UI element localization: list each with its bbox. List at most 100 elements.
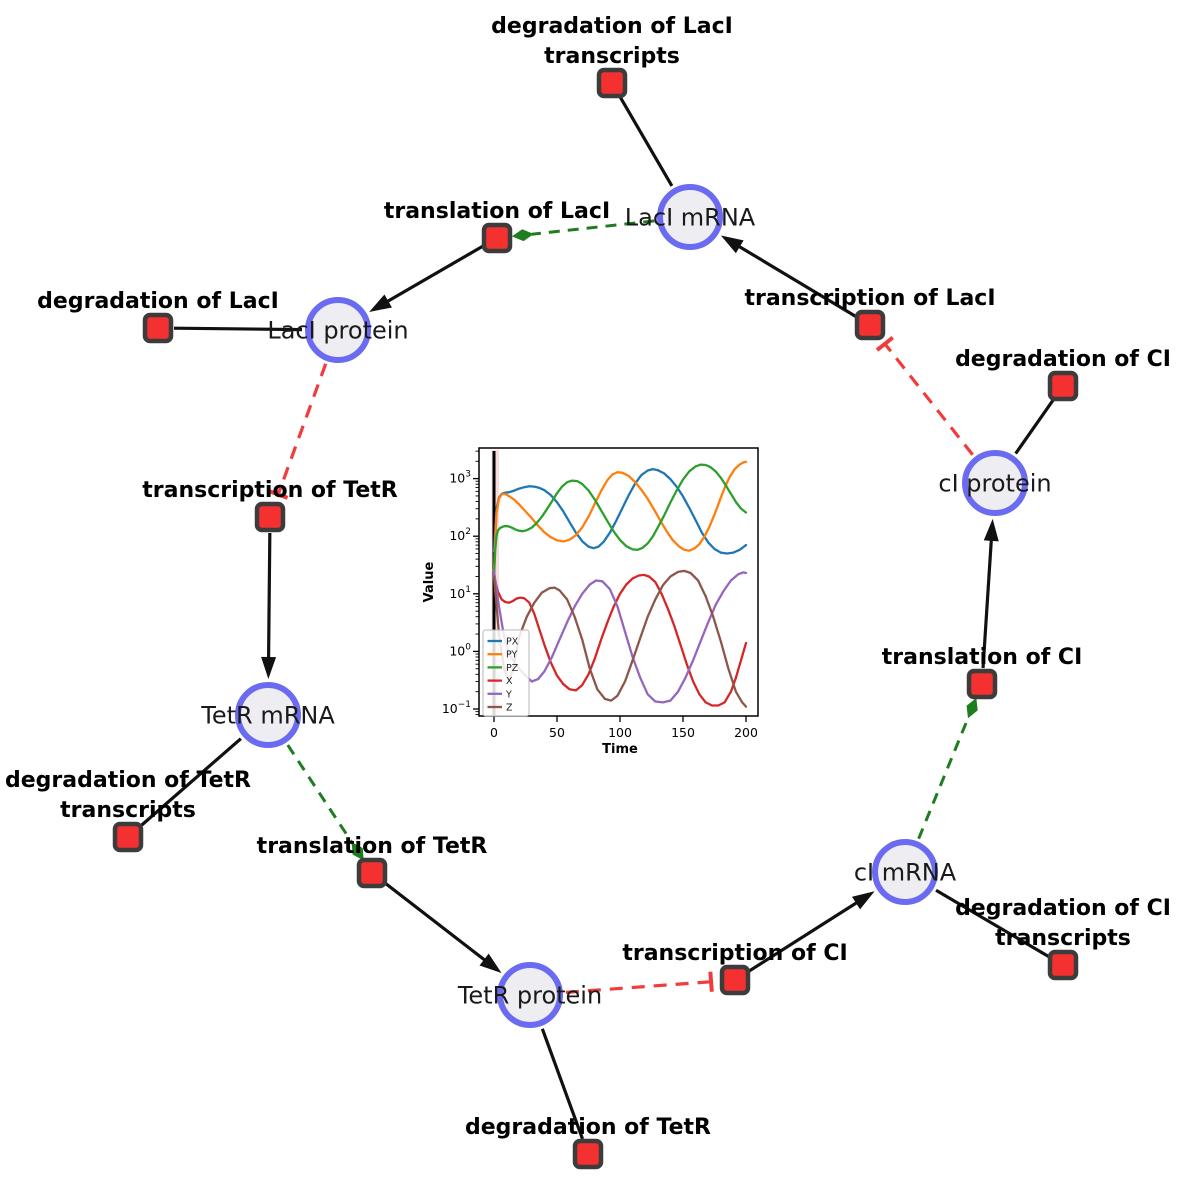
y-tick-label: 100 <box>449 642 471 658</box>
edge-modifier-laci_mrna-to-transl_laci <box>511 219 655 242</box>
edge-product-transl_laci-to-laci_prot <box>369 244 484 312</box>
edge-reactant-tetr_mrna-to-deg_tetr_tx <box>139 737 242 828</box>
reaction-node-transl_laci[interactable] <box>481 222 513 254</box>
species-label-tetr_prot: TetR protein <box>457 982 602 1010</box>
y-tick-label: 102 <box>449 527 471 543</box>
nodes-layer <box>112 67 1079 1170</box>
edge-product-tr_tetr-to-tetr_mrna <box>261 532 277 680</box>
legend-label-Z: Z <box>506 703 513 714</box>
reaction-label-tr_ci-line0: transcription of CI <box>622 941 847 966</box>
arrowhead-icon <box>261 656 277 680</box>
legend-label-PY: PY <box>506 650 518 661</box>
reaction-label-deg_laci-line0: degradation of LacI <box>37 289 279 314</box>
arrowhead-icon <box>720 235 744 254</box>
species-label-laci_prot: LacI protein <box>267 317 408 345</box>
edge-modifier-tetr_mrna-to-transl_tetr <box>286 744 364 861</box>
edge-inhibitor-tetr_prot-to-tr_ci <box>565 971 714 994</box>
species-label-ci_prot: cI protein <box>938 470 1051 498</box>
modifier-arrowhead-icon <box>511 229 534 242</box>
reaction-label-transl_laci-line0: translation of LacI <box>384 199 610 224</box>
reaction-node-deg_tetr[interactable] <box>572 1138 604 1170</box>
species-node-ci_mrna[interactable] <box>872 839 938 905</box>
x-tick-label: 0 <box>490 725 498 740</box>
series-X-curve <box>492 573 748 707</box>
reaction-label-deg_tetr_tx-line1: transcripts <box>60 798 196 823</box>
reaction-node-deg_tetr_tx[interactable] <box>112 821 144 853</box>
edge-reactant-ci_prot-to-deg_ci <box>1014 398 1056 455</box>
series-PY-curve <box>492 460 748 573</box>
reaction-node-transl_ci[interactable] <box>966 668 998 700</box>
modifier-arrowhead-icon <box>966 697 978 719</box>
arrowhead-icon <box>479 953 502 973</box>
legend-label-PX: PX <box>506 637 519 648</box>
reaction-label-transl_ci-line0: translation of CI <box>882 645 1083 670</box>
reaction-label-deg_ci_tx-line1: transcripts <box>995 926 1131 951</box>
reaction-label-transl_tetr-line0: translation of TetR <box>257 834 488 859</box>
edge-reactant-laci_prot-to-deg_laci <box>173 326 303 332</box>
modifier-arrowhead-icon <box>351 842 364 861</box>
reaction-node-deg_laci_tx[interactable] <box>596 67 628 99</box>
reaction-node-transl_tetr[interactable] <box>356 857 388 889</box>
legend-label-Y: Y <box>505 689 512 700</box>
species-node-laci_mrna[interactable] <box>657 184 723 250</box>
edge-product-tr_laci-to-laci_mrna <box>720 235 858 319</box>
reaction-node-deg_ci_tx[interactable] <box>1047 949 1079 981</box>
edge-reactant-tetr_prot-to-deg_tetr <box>540 1028 585 1140</box>
reaction-label-tr_laci-line0: transcription of LacI <box>744 286 995 311</box>
y-tick-label: 101 <box>449 585 471 601</box>
reaction-label-deg_laci_tx-line1: transcripts <box>544 44 680 69</box>
reaction-label-deg_ci-line0: degradation of CI <box>955 347 1171 372</box>
x-tick-label: 150 <box>671 725 695 740</box>
reaction-node-deg_ci[interactable] <box>1047 370 1079 402</box>
species-node-tetr_prot[interactable] <box>497 962 563 1028</box>
reaction-label-tr_tetr-line0: transcription of TetR <box>142 478 398 503</box>
edges-layer <box>139 96 1056 1140</box>
reaction-node-tr_laci[interactable] <box>854 309 886 341</box>
series-Z-curve <box>492 569 748 708</box>
x-tick-label: 50 <box>549 725 565 740</box>
reaction-label-deg_tetr-line0: degradation of TetR <box>465 1115 711 1140</box>
edge-product-transl_ci-to-ci_prot <box>981 518 999 669</box>
species-node-laci_prot[interactable] <box>305 297 371 363</box>
species-label-tetr_mrna: TetR mRNA <box>200 702 335 730</box>
species-node-ci_prot[interactable] <box>962 450 1028 516</box>
reaction-node-tr_tetr[interactable] <box>254 501 286 533</box>
inhibitor-tbar-icon <box>875 336 894 352</box>
series-PX-curve <box>492 467 748 555</box>
reaction-node-deg_laci[interactable] <box>142 312 174 344</box>
edge-product-transl_tetr-to-tetr_prot <box>383 881 502 973</box>
reaction-label-deg_tetr_tx-line0: degradation of TetR <box>5 768 251 793</box>
reaction-label-deg_laci_tx-line0: degradation of LacI <box>491 14 733 39</box>
species-label-ci_mrna: cI mRNA <box>854 859 957 887</box>
arrowhead-icon <box>369 294 392 312</box>
chart-legend: PX PY PZ XYZ <box>482 629 530 717</box>
arrowhead-icon <box>852 891 875 910</box>
labels-layer: LacI mRNA LacI protein TetR mRNA TetR prote… <box>5 14 1171 1140</box>
chart-axes-ticks: 10−1 100 101 102 103 0 50 100 150 200 <box>442 450 758 740</box>
legend-label-PZ: PZ <box>506 663 519 674</box>
species-node-tetr_mrna[interactable] <box>235 682 301 748</box>
y-axis-title: Value <box>422 561 437 602</box>
x-axis-title: Time <box>602 742 638 757</box>
edge-reactant-ci_mrna-to-deg_ci_tx <box>935 888 1051 959</box>
reaction-label-deg_ci_tx-line0: degradation of CI <box>955 896 1171 921</box>
edge-product-tr_ci-to-ci_mrna <box>747 891 875 973</box>
arrowhead-icon <box>983 518 999 542</box>
x-tick-label: 200 <box>734 725 758 740</box>
y-tick-label: 10−1 <box>442 700 471 716</box>
species-label-laci_mrna: LacI mRNA <box>625 204 756 232</box>
y-tick-label: 103 <box>449 470 471 486</box>
reaction-node-tr_ci[interactable] <box>719 964 751 996</box>
timecourse-inset-chart: 10−1 100 101 102 103 0 50 100 150 200 PX PY PZ XYZ Tim… <box>422 447 759 757</box>
inhibitor-tbar-icon <box>268 489 289 500</box>
series-PZ-curve <box>492 463 748 578</box>
edge-inhibitor-laci_prot-to-tr_tetr <box>268 363 328 500</box>
edge-inhibitor-ci_prot-to-tr_laci <box>875 336 974 456</box>
inhibitor-tbar-icon <box>708 971 714 992</box>
legend-label-X: X <box>506 676 513 687</box>
edge-reactant-laci_mrna-to-deg_laci_tx <box>618 96 674 187</box>
x-tick-label: 100 <box>608 725 632 740</box>
edge-modifier-ci_mrna-to-transl_ci <box>917 697 978 840</box>
